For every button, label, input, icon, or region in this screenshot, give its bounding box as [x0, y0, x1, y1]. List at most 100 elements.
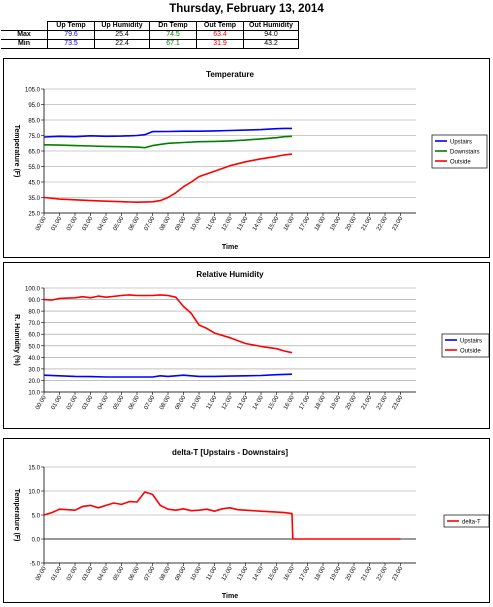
page-title: Thursday, February 13, 2014: [169, 3, 324, 15]
x-tick-label: 03:00: [82, 565, 95, 582]
x-tick-label: 13:00: [237, 394, 250, 411]
stats-row-label: Min: [1, 39, 48, 49]
y-tick-label: 0.0: [32, 538, 41, 544]
humidity-chart: Relative Humidity 10.0 20.0 30.0 40.0 50.0 60.…: [3, 262, 490, 429]
x-tick-label: 18:00: [314, 394, 327, 411]
x-tick-label: 01:00: [51, 394, 64, 411]
x-tick-label: 04:00: [97, 215, 110, 232]
y-tick-label: 80.0: [28, 310, 40, 316]
x-tick-label: 04:00: [97, 394, 110, 411]
legend-label: delta-T: [462, 519, 481, 525]
legend-label: Upstairs: [450, 139, 472, 145]
y-tick-label: -5.0: [30, 562, 41, 568]
chart-title: delta-T [Upstairs - Downstairs]: [172, 448, 288, 457]
x-tick-label: 09:00: [175, 394, 188, 411]
series-line-upstairs: [43, 373, 293, 378]
y-tick-label: 105.0: [25, 88, 41, 94]
x-tick-label: 22:00: [376, 394, 389, 411]
chart-title: Temperature: [206, 70, 254, 79]
stats-cell: 43.2: [243, 39, 299, 49]
x-tick-label: 22:00: [376, 565, 389, 582]
y-tick-label: 35.0: [28, 196, 40, 202]
y-tick-label: 30.0: [28, 367, 40, 373]
y-tick-label: 10.0: [28, 490, 40, 496]
x-tick-label: 02:00: [66, 215, 79, 232]
x-tick-label: 07:00: [144, 215, 157, 232]
x-tick-label: 09:00: [175, 565, 188, 582]
x-tick-label: 16:00: [283, 215, 296, 232]
stats-row-min: Min 73.5 22.4 67.1 31.9 43.2: [1, 39, 299, 49]
y-axis-label: Temperature (F): [13, 125, 20, 178]
x-tick-label: 19:00: [330, 394, 343, 411]
x-tick-label: 12:00: [221, 215, 234, 232]
y-tick-label: 10.0: [28, 391, 40, 397]
x-tick-label: 08:00: [159, 215, 172, 232]
stats-corner: [1, 21, 48, 31]
x-tick-label: 22:00: [376, 215, 389, 232]
x-tick-label: 20:00: [345, 394, 358, 411]
x-tick-label: 07:00: [144, 565, 157, 582]
x-tick-label: 14:00: [252, 215, 265, 232]
x-tick-label: 10:00: [190, 565, 203, 582]
x-tick-label: 00:00: [35, 565, 48, 582]
legend-label: Outside: [460, 348, 481, 354]
stats-row-label: Max: [1, 30, 48, 40]
x-tick-label: 10:00: [190, 394, 203, 411]
x-tick-label: 23:00: [392, 215, 405, 232]
x-tick-label: 11:00: [206, 565, 219, 581]
x-tick-label: 19:00: [330, 565, 343, 582]
legend-label: Outside: [450, 159, 471, 165]
y-tick-label: 65.0: [28, 150, 40, 156]
series-line-upstairs: [43, 127, 292, 138]
y-tick-label: 50.0: [28, 344, 40, 350]
y-tick-label: 15.0: [28, 466, 40, 472]
x-tick-label: 14:00: [252, 394, 265, 411]
x-tick-label: 17:00: [299, 215, 312, 232]
y-tick-label: 90.0: [28, 298, 40, 304]
x-tick-label: 08:00: [159, 565, 172, 582]
humidity-svg: Relative Humidity 10.0 20.0 30.0 40.0 50.0 60.…: [13, 270, 489, 411]
x-tick-label: 03:00: [82, 394, 95, 411]
y-tick-label: 60.0: [28, 333, 40, 339]
stats-header-up-temp: Up Temp: [47, 21, 95, 31]
x-tick-label: 05:00: [113, 394, 126, 411]
x-tick-label: 19:00: [330, 215, 343, 232]
x-tick-label: 04:00: [97, 565, 110, 582]
x-tick-label: 11:00: [206, 215, 219, 231]
stats-table: Up Temp Up Humidity Dn Temp Out Temp Out…: [1, 21, 299, 49]
temperature-chart: Temperature 25.0 35.0 45.0 55.0 65.0 75.0 85.0 9…: [3, 58, 490, 258]
x-tick-label: 12:00: [221, 394, 234, 411]
series-line-outside: [43, 153, 293, 203]
x-tick-label: 15:00: [268, 215, 281, 232]
x-tick-label: 02:00: [66, 394, 79, 411]
x-tick-label: 06:00: [128, 215, 141, 232]
stats-cell: 22.4: [94, 39, 150, 49]
x-tick-label: 11:00: [206, 394, 219, 410]
x-tick-label: 15:00: [268, 394, 281, 411]
stats-cell: 94.0: [243, 30, 299, 40]
series-line-outside: [43, 294, 293, 354]
x-tick-label: 17:00: [299, 394, 312, 411]
x-tick-label: 08:00: [159, 394, 172, 411]
x-tick-label: 12:00: [221, 565, 234, 582]
y-axis-label: R. Humidity (%): [13, 314, 20, 366]
y-tick-label: 55.0: [28, 165, 40, 171]
stats-cell: 31.9: [196, 39, 244, 49]
x-tick-label: 02:00: [66, 565, 79, 582]
y-tick-label: 5.0: [32, 514, 41, 520]
series-line-delta-t: [43, 491, 401, 540]
y-axis-label: Temperature (F): [13, 489, 20, 542]
x-tick-label: 17:00: [299, 565, 312, 582]
stats-header-out-humidity: Out Humidity: [243, 21, 299, 31]
delta-t-svg: delta-T [Upstairs - Downstairs] -5.0 0.0 5.…: [13, 448, 489, 600]
legend-box: [443, 514, 489, 528]
x-tick-label: 18:00: [314, 215, 327, 232]
x-tick-label: 09:00: [175, 215, 188, 232]
x-tick-label: 07:00: [144, 394, 157, 411]
stats-cell: 25.4: [94, 30, 150, 40]
y-tick-label: 75.0: [28, 134, 40, 140]
x-tick-label: 13:00: [237, 565, 250, 582]
delta-t-chart: delta-T [Upstairs - Downstairs] -5.0 0.0 5.…: [3, 438, 490, 603]
stats-header-up-humidity: Up Humidity: [94, 21, 150, 31]
x-tick-label: 05:00: [113, 565, 126, 582]
